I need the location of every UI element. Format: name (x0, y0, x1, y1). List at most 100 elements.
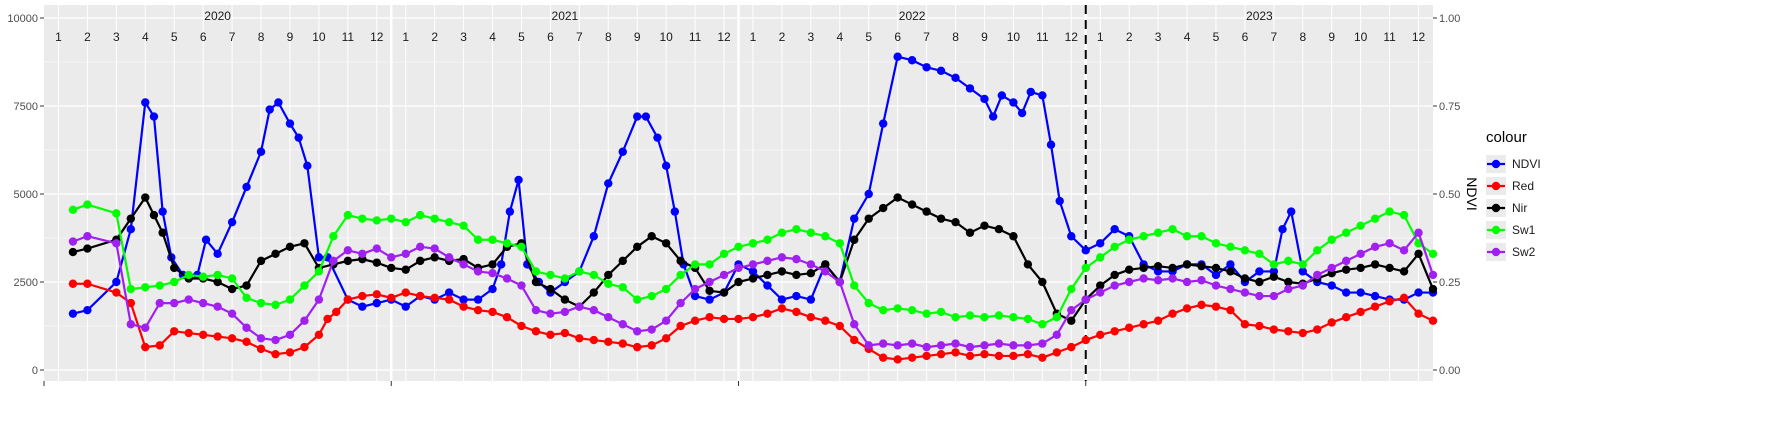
data-point (415, 256, 425, 266)
data-point (1023, 349, 1033, 359)
data-point (83, 279, 92, 288)
data-point (1313, 246, 1322, 255)
series-layer (68, 52, 1438, 364)
data-point (951, 217, 960, 227)
month-label: 4 (489, 30, 496, 44)
data-point (748, 267, 758, 276)
legend-label: Sw2 (1512, 245, 1536, 259)
data-point (68, 279, 78, 288)
data-point (343, 246, 353, 255)
data-point (372, 290, 381, 299)
month-label: 2 (779, 30, 786, 44)
data-point (777, 253, 787, 262)
data-point (1399, 293, 1409, 303)
data-point (690, 284, 700, 294)
data-point (170, 298, 179, 308)
data-point (1341, 228, 1351, 237)
data-point (473, 235, 483, 244)
data-point (488, 307, 497, 317)
data-point (907, 56, 917, 65)
data-point (155, 281, 164, 290)
data-point (1038, 353, 1047, 362)
data-point (387, 263, 396, 273)
data-point (777, 295, 787, 304)
data-point (1428, 316, 1438, 325)
data-point (893, 355, 902, 364)
data-point (1269, 325, 1279, 334)
data-point (184, 270, 193, 280)
data-point (1211, 239, 1221, 248)
data-point (922, 309, 931, 318)
month-label: 12 (370, 30, 384, 44)
legend-item-red: Red (1486, 177, 1534, 195)
data-point (980, 94, 989, 104)
data-point (792, 270, 801, 280)
data-point (444, 295, 454, 304)
data-point (415, 242, 425, 251)
data-point (806, 295, 816, 304)
data-point (922, 342, 931, 352)
data-point (792, 225, 801, 234)
data-point (1055, 196, 1064, 206)
month-label: 8 (1299, 30, 1306, 44)
legend-label: Sw1 (1512, 223, 1536, 237)
month-label: 10 (1354, 30, 1368, 44)
data-point (1096, 239, 1105, 248)
data-point (488, 269, 497, 278)
month-label: 4 (836, 30, 843, 44)
data-point (1313, 325, 1322, 334)
left-tick-label: 2500 (14, 277, 38, 289)
data-point (1284, 284, 1293, 294)
data-point (951, 313, 960, 322)
data-point (748, 274, 758, 283)
data-point (430, 253, 439, 262)
data-point (661, 334, 671, 343)
data-point (314, 267, 324, 276)
data-point (459, 302, 468, 311)
month-label: 5 (1213, 30, 1220, 44)
data-point (372, 244, 381, 253)
data-point (1226, 242, 1235, 251)
data-point (806, 228, 816, 237)
data-point (213, 332, 222, 341)
data-point (546, 309, 555, 318)
data-point (1153, 316, 1163, 325)
data-point (988, 112, 998, 121)
data-point (748, 260, 758, 269)
series-red (68, 279, 1438, 364)
data-point (719, 314, 729, 324)
data-point (575, 302, 584, 311)
data-point (184, 295, 193, 304)
data-point (589, 270, 599, 280)
data-point (1139, 232, 1148, 241)
data-point (1096, 330, 1105, 339)
data-point (1124, 235, 1134, 244)
data-point (112, 288, 121, 297)
data-point (300, 239, 309, 248)
data-point (1399, 267, 1409, 276)
data-point (936, 307, 946, 317)
data-point (690, 316, 700, 325)
data-point (158, 228, 167, 237)
legend-label: Nir (1512, 201, 1527, 215)
data-point (141, 193, 150, 202)
data-point (1370, 260, 1380, 269)
data-point (300, 316, 309, 325)
data-point (1211, 302, 1221, 311)
data-point (647, 341, 656, 350)
data-point (705, 286, 714, 295)
data-point (604, 313, 613, 322)
month-label: 8 (258, 30, 265, 44)
data-point (1240, 274, 1250, 283)
data-point (372, 298, 381, 308)
data-point (907, 339, 917, 348)
data-point (821, 232, 830, 241)
month-label: 7 (1271, 30, 1278, 44)
data-point (1356, 307, 1365, 317)
series-sw2 (68, 228, 1438, 352)
data-point (748, 313, 758, 322)
data-point (430, 244, 439, 253)
data-point (68, 247, 78, 257)
data-point (618, 283, 627, 292)
data-point (141, 323, 150, 332)
